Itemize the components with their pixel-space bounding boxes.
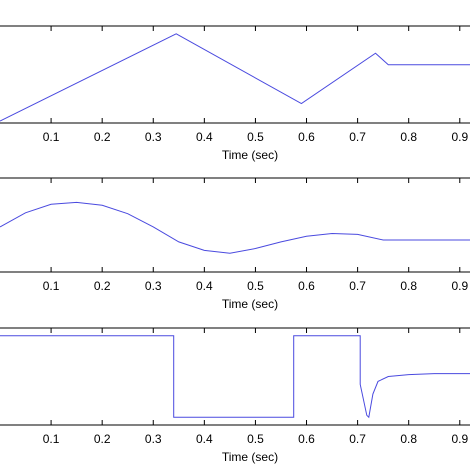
x-axis-label: Time (sec) xyxy=(222,297,278,311)
x-tick-label-7: 0.7 xyxy=(349,130,366,144)
x-axis-label: Time (sec) xyxy=(222,148,278,162)
x-tick-label-3: 0.3 xyxy=(145,432,162,446)
x-tick-label-1: 0.1 xyxy=(43,432,60,446)
x-tick-label-8: 0.8 xyxy=(400,432,417,446)
x-tick-label-9: 0.9 xyxy=(451,130,468,144)
chart-panel-1: 0.1 0.2 0.3 0.4 0.5 0.6 0.7 0.8 0.9 Time (sec) xyxy=(0,25,470,162)
x-tick-label-3: 0.3 xyxy=(145,130,162,144)
x-tick-label-6: 0.6 xyxy=(298,432,315,446)
x-tick-label-7: 0.7 xyxy=(349,432,366,446)
chart-panel-3: 0.1 0.2 0.3 0.4 0.5 0.6 0.7 0.8 0.9 Time (sec) xyxy=(0,327,470,464)
series-line-1 xyxy=(0,335,470,419)
x-tick-label-6: 0.6 xyxy=(298,130,315,144)
x-tick-label-5: 0.5 xyxy=(247,432,264,446)
x-tick-label-5: 0.5 xyxy=(247,279,264,293)
x-axis-label: Time (sec) xyxy=(222,450,278,464)
x-tick-label-5: 0.5 xyxy=(247,130,264,144)
x-tick-label-9: 0.9 xyxy=(451,279,468,293)
x-tick-label-6: 0.6 xyxy=(298,279,315,293)
x-tick-label-4: 0.4 xyxy=(196,279,213,293)
x-tick-label-1: 0.1 xyxy=(43,279,60,293)
x-tick-label-1: 0.1 xyxy=(43,130,60,144)
x-tick-label-7: 0.7 xyxy=(349,279,366,293)
chart-panel-2: 0.1 0.2 0.3 0.4 0.5 0.6 0.7 0.8 0.9 Time (sec) xyxy=(0,177,470,311)
x-tick-label-3: 0.3 xyxy=(145,279,162,293)
series-line-1 xyxy=(0,33,470,122)
x-tick-label-9: 0.9 xyxy=(451,432,468,446)
x-tick-label-4: 0.4 xyxy=(196,130,213,144)
series-line-1 xyxy=(0,201,470,254)
x-tick-label-4: 0.4 xyxy=(196,432,213,446)
x-tick-label-8: 0.8 xyxy=(400,279,417,293)
x-tick-label-2: 0.2 xyxy=(94,432,111,446)
x-tick-label-2: 0.2 xyxy=(94,130,111,144)
x-tick-label-2: 0.2 xyxy=(94,279,111,293)
x-tick-label-8: 0.8 xyxy=(400,130,417,144)
